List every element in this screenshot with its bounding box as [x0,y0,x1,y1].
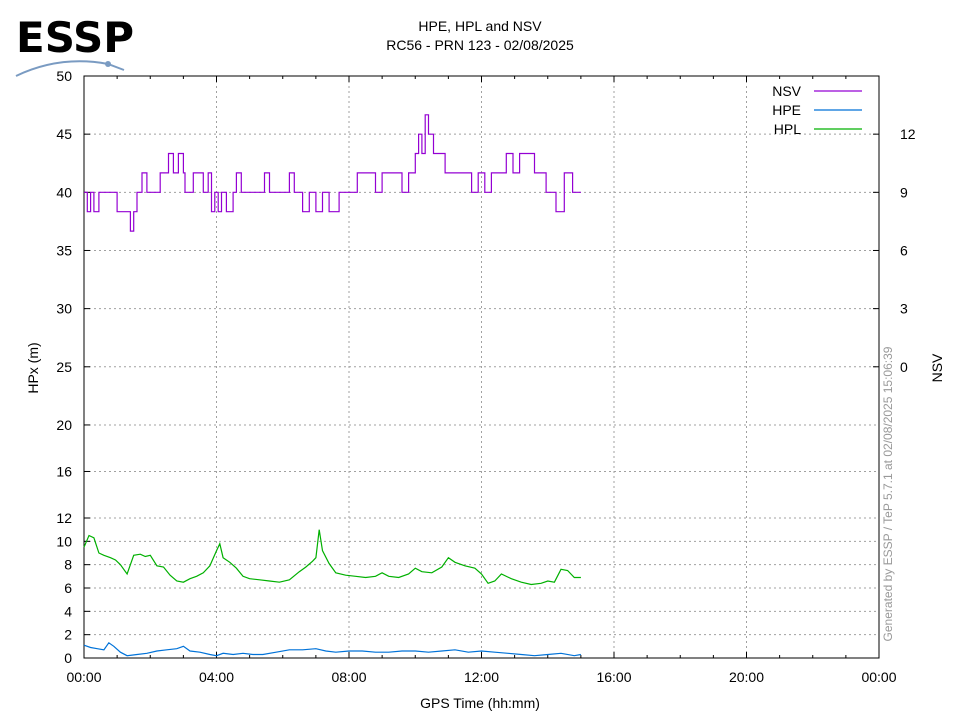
x-axis-label: GPS Time (hh:mm) [420,695,540,711]
x-tick-label: 20:00 [729,669,764,685]
y-tick-label: 30 [56,301,72,317]
y-tick-label: 4 [64,603,72,619]
x-tick-label: 16:00 [596,669,631,685]
y-axis-label: HPx (m) [25,342,41,393]
chart-subtitle: RC56 - PRN 123 - 02/08/2025 [386,37,574,53]
x-tick-label: 00:00 [861,669,896,685]
y-tick-label: 35 [56,242,72,258]
y-tick-label: 12 [56,510,72,526]
x-tick-label: 00:00 [66,669,101,685]
series-line-hpe [83,641,582,657]
y-tick-label: 0 [64,650,72,666]
legend: NSV HPE HPL [772,83,862,137]
y-tick-label: 40 [56,184,72,200]
y2-tick-label: 0 [900,359,908,375]
y-tick-label: 20 [56,417,72,433]
y2-tick-label: 3 [900,301,908,317]
legend-label: HPL [774,121,801,137]
y2-axis: 0 3 6 9 12 [873,126,916,375]
x-tick-label: 12:00 [464,669,499,685]
y-tick-label: 10 [56,533,72,549]
x-tick-label: 04:00 [199,669,234,685]
y2-tick-label: 12 [900,126,916,142]
y-tick-label: 25 [56,359,72,375]
logo-text: ESSP [16,13,134,62]
essp-logo: ESSP [15,13,134,77]
series-line-nsv [84,114,581,232]
y2-tick-label: 6 [900,242,908,258]
y-axis: 0 2 4 6 8 10 12 16 20 25 30 35 40 45 50 [56,68,90,666]
x-axis: 00:00 04:00 08:00 12:00 16:00 20:00 00:00 [66,76,897,685]
y-tick-label: 8 [64,557,72,573]
y2-tick-label: 9 [900,184,908,200]
x-tick-label: 08:00 [331,669,366,685]
y2-axis-label: NSV [929,353,945,382]
legend-label: NSV [772,83,801,99]
series-line-hpl [83,529,581,586]
y-tick-label: 6 [64,580,72,596]
y-tick-label: 50 [56,68,72,84]
series-layer [83,114,582,657]
y-tick-label: 45 [56,126,72,142]
y-tick-label: 16 [56,463,72,479]
logo-dot [105,61,111,67]
credit-text: Generated by ESSP / TeP 5.7.1 at 02/08/2… [881,346,895,641]
chart-title: HPE, HPL and NSV [418,18,542,34]
legend-label: HPE [772,102,801,118]
y-tick-label: 2 [64,627,72,643]
grid-lines [84,76,879,658]
